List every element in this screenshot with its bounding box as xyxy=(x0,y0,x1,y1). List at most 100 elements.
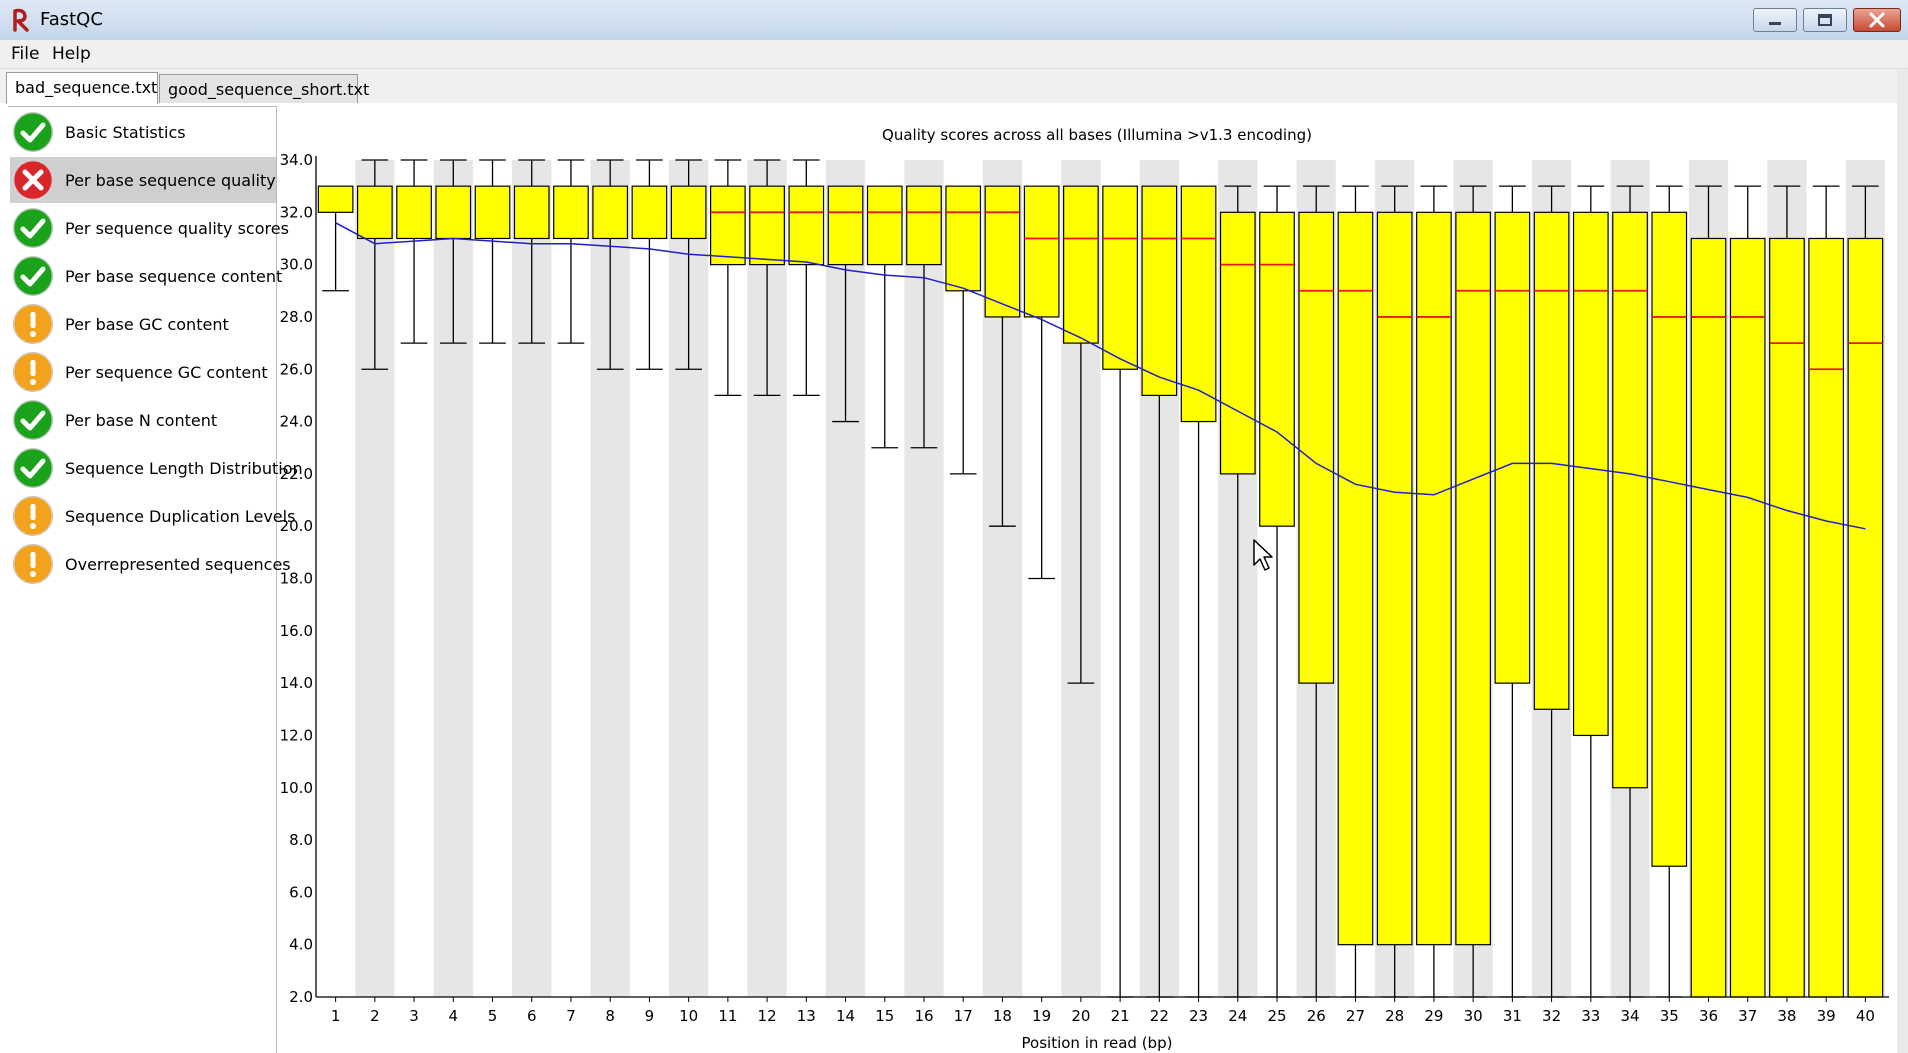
pass-check-icon xyxy=(12,255,54,297)
x-tick-label: 28 xyxy=(1385,1007,1404,1025)
y-tick-label: 18.0 xyxy=(280,570,313,588)
module-item[interactable]: Per base N content xyxy=(10,397,276,443)
module-label: Per base N content xyxy=(65,411,218,430)
module-label: Basic Statistics xyxy=(65,123,186,142)
x-tick-label: 6 xyxy=(527,1007,537,1025)
x-tick-label: 3 xyxy=(409,1007,419,1025)
window-title: FastQC xyxy=(40,9,103,30)
quality-box xyxy=(1376,211,1413,946)
quality-box xyxy=(1063,185,1099,344)
module-label: Sequence Length Distribution xyxy=(65,459,303,478)
x-tick-label: 22 xyxy=(1150,1007,1169,1025)
close-icon xyxy=(1869,12,1885,28)
x-tick-label: 24 xyxy=(1228,1007,1247,1025)
x-tick-label: 30 xyxy=(1464,1007,1483,1025)
module-label: Sequence Duplication Levels xyxy=(65,507,296,526)
x-tick-label: 4 xyxy=(449,1007,459,1025)
minimize-icon xyxy=(1769,22,1781,25)
x-tick-label: 27 xyxy=(1346,1007,1365,1025)
x-axis-label: Position in read (bp) xyxy=(1022,1034,1173,1052)
y-tick-label: 4.0 xyxy=(289,936,313,954)
quality-box xyxy=(1769,237,1805,998)
module-label: Per base sequence content xyxy=(65,267,283,286)
module-item[interactable]: Per base sequence content xyxy=(10,253,282,299)
y-tick-label: 22.0 xyxy=(280,465,313,483)
quality-box xyxy=(670,185,707,240)
x-tick-label: 25 xyxy=(1267,1007,1286,1025)
menu-help[interactable]: Help xyxy=(52,44,91,64)
quality-box xyxy=(1455,211,1491,946)
quality-box xyxy=(592,185,629,240)
y-tick-label: 6.0 xyxy=(289,883,313,901)
quality-box xyxy=(1612,211,1648,789)
restore-icon xyxy=(1818,14,1832,26)
quality-box xyxy=(788,185,825,266)
quality-box xyxy=(1141,185,1178,397)
quality-box xyxy=(1651,211,1688,867)
pass-check-icon xyxy=(12,447,54,489)
quality-box xyxy=(906,185,942,266)
y-tick-label: 14.0 xyxy=(280,674,313,692)
y-tick-label: 8.0 xyxy=(289,831,313,849)
close-button[interactable] xyxy=(1853,8,1901,32)
title-bar: FastQC xyxy=(0,0,1908,41)
module-item[interactable]: Per base sequence quality xyxy=(10,157,276,203)
module-item[interactable]: Basic Statistics xyxy=(10,109,276,155)
x-tick-label: 37 xyxy=(1738,1007,1757,1025)
minimize-button[interactable] xyxy=(1753,8,1797,32)
x-tick-label: 18 xyxy=(993,1007,1012,1025)
module-item[interactable]: Sequence Length Distribution xyxy=(10,445,303,491)
quality-box xyxy=(1298,211,1335,684)
y-tick-label: 10.0 xyxy=(280,779,313,797)
module-list: Basic Statistics Per base sequence qualit… xyxy=(8,106,303,1053)
module-item[interactable]: Sequence Duplication Levels xyxy=(10,493,295,539)
module-item[interactable]: Per base GC content xyxy=(10,301,276,347)
quality-box xyxy=(1808,237,1845,998)
x-tick-label: 35 xyxy=(1660,1007,1679,1025)
tab-good-sequence-short[interactable]: good_sequence_short.txt xyxy=(159,74,369,103)
warning-exclamation-icon xyxy=(12,495,54,537)
x-tick-label: 10 xyxy=(679,1007,698,1025)
restore-button[interactable] xyxy=(1803,8,1847,32)
x-tick-label: 9 xyxy=(645,1007,655,1025)
quality-box xyxy=(396,185,432,240)
quality-box xyxy=(513,185,550,240)
quality-box xyxy=(1847,237,1884,998)
menu-file[interactable]: File xyxy=(11,44,40,64)
quality-chart: 34.0 32.0 30.0 28.0 26.0 24.0 22.0 20.0 18.0 16.0… xyxy=(277,104,1897,1053)
y-tick-label: 16.0 xyxy=(280,622,313,640)
x-tick-label: 1 xyxy=(331,1007,341,1025)
warning-exclamation-icon xyxy=(12,543,54,585)
quality-box xyxy=(1180,185,1217,423)
pass-check-icon xyxy=(12,399,54,441)
quality-box xyxy=(827,185,864,266)
quality-box xyxy=(984,185,1021,318)
fastqc-logo-icon xyxy=(13,8,29,32)
quality-box xyxy=(945,185,982,292)
x-tick-label: 19 xyxy=(1032,1007,1051,1025)
quality-box xyxy=(1023,185,1060,318)
module-item[interactable]: Overrepresented sequences xyxy=(10,541,291,587)
x-tick-label: 12 xyxy=(758,1007,777,1025)
module-label: Per base GC content xyxy=(65,315,229,334)
file-tabs: bad_sequence.txt good_sequence_short.txt xyxy=(0,69,1908,104)
module-label: Per sequence quality scores xyxy=(65,219,289,238)
pass-check-icon xyxy=(12,207,54,249)
module-item[interactable]: Per sequence GC content xyxy=(10,349,276,395)
quality-box xyxy=(1102,185,1138,370)
x-tick-label: 20 xyxy=(1071,1007,1090,1025)
chart-title: Quality scores across all bases (Illumin… xyxy=(882,126,1312,144)
quality-box xyxy=(1219,211,1256,475)
x-tick-label: 15 xyxy=(875,1007,894,1025)
y-tick-label: 34.0 xyxy=(280,151,313,169)
window-right-edge xyxy=(1897,69,1908,1053)
y-tick-label: 2.0 xyxy=(289,988,313,1006)
quality-box xyxy=(749,185,785,266)
x-tick-label: 13 xyxy=(797,1007,816,1025)
x-tick-label: 26 xyxy=(1307,1007,1326,1025)
module-item[interactable]: Per sequence quality scores xyxy=(10,205,289,251)
x-tick-label: 40 xyxy=(1856,1007,1875,1025)
tab-bad-sequence[interactable]: bad_sequence.txt xyxy=(6,72,158,104)
quality-box xyxy=(356,185,393,240)
